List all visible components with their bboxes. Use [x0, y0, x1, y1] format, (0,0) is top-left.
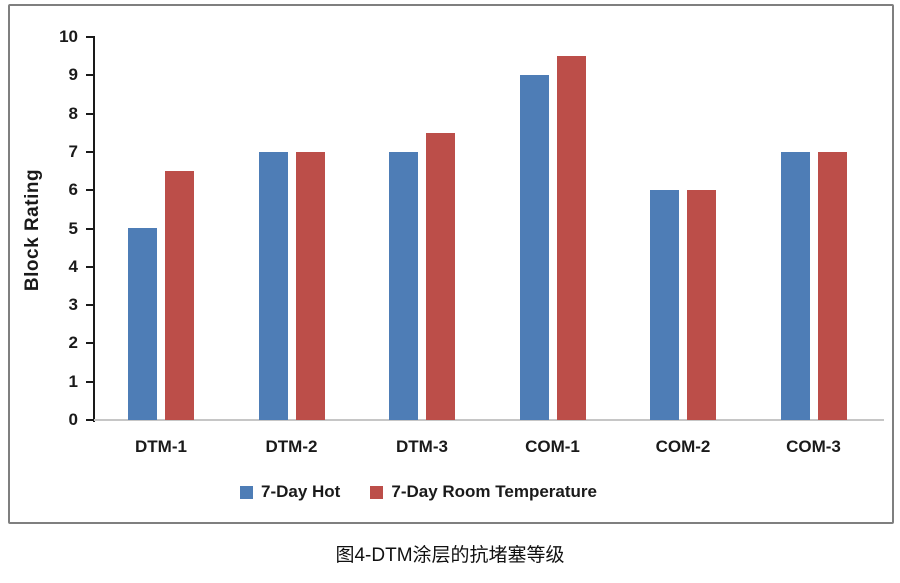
y-tick-label: 10	[59, 27, 78, 46]
y-tick-label: 5	[68, 218, 78, 238]
x-axis-label-com-1: COM-1	[525, 437, 580, 456]
bar-com-1-room	[556, 56, 586, 420]
bar-dtm-3-hot	[389, 152, 418, 420]
x-axis-label-dtm-3: DTM-3	[396, 437, 448, 456]
legend-label: 7-Day Room Temperature	[391, 482, 597, 501]
x-axis-label-dtm-2: DTM-2	[265, 437, 318, 456]
legend-label: 7-Day Hot	[261, 482, 341, 501]
y-tick-label: 7	[68, 141, 78, 161]
y-tick-mark	[86, 36, 94, 38]
y-axis-title: Block Rating	[22, 168, 43, 292]
x-axis-label-com-3: COM-3	[786, 437, 841, 456]
bar-dtm-1-hot	[128, 228, 157, 420]
bar-dtm-2-room	[295, 152, 325, 420]
x-axis-line	[94, 419, 884, 421]
bar-dtm-3-room	[426, 133, 455, 420]
legend-item: 7-Day Hot	[240, 482, 340, 502]
bar-com-3-room	[817, 152, 847, 420]
bar-com-3-hot	[780, 152, 810, 420]
y-tick-mark	[86, 380, 94, 383]
bar-com-1-hot	[519, 75, 549, 420]
y-tick-mark	[86, 112, 94, 115]
y-tick-mark	[86, 342, 94, 345]
legend-swatch-icon	[370, 485, 384, 499]
y-tick-label: 8	[68, 103, 78, 123]
y-tick-label: 9	[68, 65, 78, 85]
bar-dtm-2-hot	[258, 152, 288, 420]
y-tick-mark	[86, 189, 94, 192]
y-axis-line	[93, 36, 95, 422]
figure-caption: 图4-DTM涂层的抗堵塞等级	[335, 545, 565, 566]
y-tick-mark	[86, 265, 94, 268]
y-tick-label: 0	[68, 410, 78, 429]
y-tick-mark	[86, 419, 94, 421]
y-tick-label: 1	[68, 371, 78, 391]
y-tick-mark	[86, 304, 94, 307]
bar-com-2-room	[687, 190, 716, 420]
legend-item: 7-Day Room Temperature	[370, 482, 597, 502]
legend: 7-Day Hot 7-Day Room Temperature	[240, 482, 597, 502]
y-tick-label: 4	[68, 256, 78, 276]
y-tick-mark	[86, 74, 94, 77]
bar-com-2-hot	[650, 190, 679, 420]
y-tick-mark	[86, 150, 94, 153]
x-axis-label-dtm-1: DTM-1	[135, 437, 187, 456]
y-tick-mark	[86, 227, 94, 230]
y-tick-label: 3	[68, 295, 78, 315]
x-axis-label-com-2: COM-2	[655, 437, 711, 456]
bar-dtm-1-room	[165, 171, 194, 420]
legend-swatch-icon	[240, 485, 253, 499]
y-tick-label: 6	[68, 180, 78, 200]
y-tick-label: 2	[68, 333, 78, 353]
